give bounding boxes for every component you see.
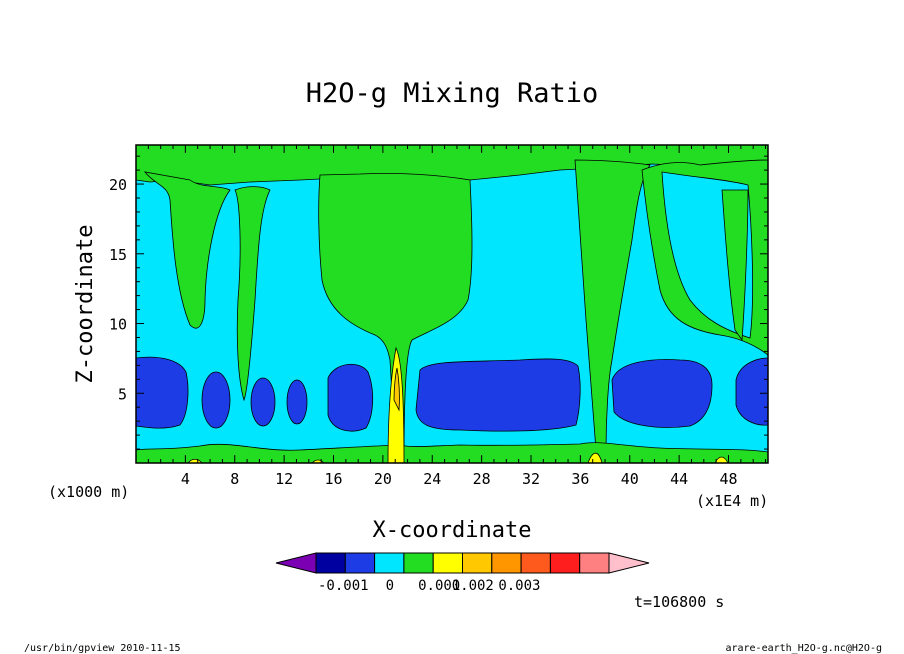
colorbar-cell: [462, 552, 493, 574]
contour-center-green: [318, 172, 473, 461]
colorbar-cell: [491, 552, 522, 574]
x-tick-label: 48: [719, 470, 737, 488]
file-label: arare-earth_H2O-g.nc@H2O-g: [725, 643, 882, 654]
x-tick-label: 20: [374, 470, 392, 488]
contour-blue-3: [250, 377, 276, 427]
x-tick-label: 4: [181, 470, 190, 488]
y-tick-label: 10: [109, 316, 127, 334]
colorbar-cell: [579, 552, 610, 574]
plot-area: [136, 145, 768, 463]
x-axis: 4 8 12 16 20 24 28 32 36 40 44 48: [147, 145, 767, 488]
x-tick-label: 32: [522, 470, 540, 488]
x-tick-label: 16: [324, 470, 342, 488]
colorbar-cell: [432, 552, 464, 574]
plot-frame: [135, 144, 769, 464]
contour-blue-1: [136, 356, 189, 429]
contour-orange-spike: [393, 367, 400, 412]
contour-blue-6: [415, 358, 581, 432]
contour-far-right-green-2: [721, 189, 749, 342]
colorbar-tick-label: 0.002: [452, 578, 494, 594]
x-axis-label: X-coordinate: [373, 518, 532, 543]
contour-blue-4: [286, 379, 308, 425]
contour-blue-2: [201, 371, 231, 429]
colorbar-cell: [344, 552, 376, 574]
program-label: /usr/bin/gpview 2010-11-15: [24, 643, 181, 654]
colorbar-cell: [315, 552, 346, 574]
x-tick-label: 40: [621, 470, 639, 488]
contour-blue-5: [327, 364, 374, 432]
x-tick-label: 36: [571, 470, 589, 488]
x-unit-right: (x1E4 m): [696, 492, 768, 510]
colorbar-arrow-right: [608, 552, 650, 574]
contour-yellow-spike: [387, 346, 405, 463]
x-tick-label: 8: [230, 470, 239, 488]
colorbar-tick-label: -0.001: [318, 578, 369, 594]
contour-plume-2: [234, 186, 271, 402]
colorbar-arrow-left: [275, 552, 317, 574]
x-tick-label: 44: [670, 470, 688, 488]
contour-blue-7: [611, 359, 713, 428]
colorbar: [275, 552, 650, 574]
colorbar-cell: [520, 552, 551, 574]
colorbar-cell: [374, 552, 405, 574]
time-label: t=106800 s: [634, 593, 724, 611]
x-tick-label: 28: [473, 470, 491, 488]
contour-plume-1: [144, 171, 231, 329]
y-axis-label: Z-coordinate: [73, 225, 98, 384]
x-unit-left: (x1000 m): [48, 483, 129, 501]
chart-title: H2O-g Mixing Ratio: [306, 78, 599, 109]
contour-blue-8: [735, 357, 768, 426]
y-tick-label: 20: [109, 176, 127, 194]
y-tick-label: 5: [118, 385, 127, 403]
colorbar-cell: [549, 552, 581, 574]
colorbar-tick-label: 0.001: [418, 578, 460, 594]
colorbar-cell: [403, 552, 434, 574]
y-axis: 5 10 15 20: [109, 155, 768, 450]
x-tick-label: 12: [275, 470, 293, 488]
y-tick-label: 15: [109, 246, 127, 264]
colorbar-tick-label: 0: [386, 578, 394, 594]
contour-bottom-green: [136, 442, 768, 463]
x-tick-label: 24: [423, 470, 441, 488]
colorbar-tick-label: 0.003: [498, 578, 540, 594]
